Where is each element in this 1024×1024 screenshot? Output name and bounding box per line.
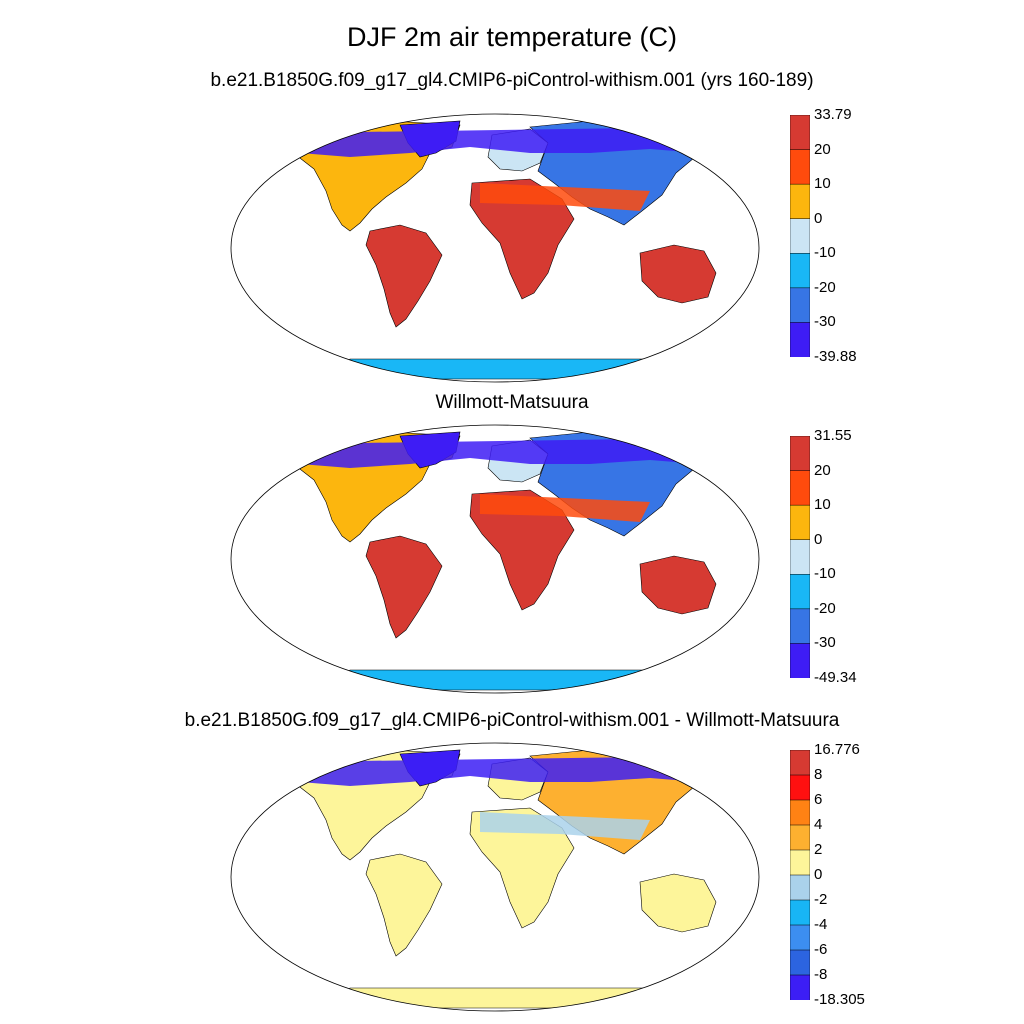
colorbar-segment xyxy=(790,799,810,826)
colorbar-diff xyxy=(790,750,810,1000)
colorbar-segment xyxy=(790,149,810,185)
colorbar-tick-label: 20 xyxy=(814,461,831,479)
colorbar-segment xyxy=(790,539,810,576)
colorbar-tick-label: -49.34 xyxy=(814,669,857,686)
colorbar-segment xyxy=(790,849,810,876)
map-frame xyxy=(230,113,760,383)
colorbar-tick-label: 16.776 xyxy=(814,741,860,758)
colorbar-tick-label: -10 xyxy=(814,244,836,262)
colorbar-tick-label: -4 xyxy=(814,916,828,933)
colorbar-segment xyxy=(790,949,810,976)
colorbar-tick-label: -30 xyxy=(814,313,836,331)
map-obs xyxy=(230,424,760,694)
colorbar-segment xyxy=(790,643,810,678)
panel-title-model: b.e21.B1850G.f09_g17_gl4.CMIP6-piControl… xyxy=(210,70,814,91)
colorbar-segment xyxy=(790,322,810,357)
map-model xyxy=(230,113,760,383)
colorbar-tick-label: 0 xyxy=(814,209,823,227)
colorbar-tick-label: 20 xyxy=(814,140,831,158)
landmass-south-america xyxy=(365,535,443,639)
colorbar-tick-label: -39.88 xyxy=(814,348,857,365)
colorbar-tick-label: 0 xyxy=(814,530,823,548)
subtropic-band xyxy=(480,494,650,522)
map-diff xyxy=(230,742,760,1012)
colorbar-segment xyxy=(790,253,810,289)
panel-title-obs: Willmott-Matsuura xyxy=(435,392,589,413)
colorbar-segment xyxy=(790,899,810,926)
colorbar-segment xyxy=(790,750,810,776)
colorbar-tick-label: -20 xyxy=(814,599,836,617)
colorbar-tick-label: -6 xyxy=(814,941,828,958)
map-frame xyxy=(230,424,760,694)
landmass-south-america xyxy=(365,853,443,957)
colorbar-segment xyxy=(790,824,810,851)
colorbar-tick-label: 8 xyxy=(814,766,823,783)
colorbar-segment xyxy=(790,504,810,541)
colorbar-tick-label: 0 xyxy=(814,866,823,883)
colorbar-segment xyxy=(790,974,810,1000)
colorbar-tick-label: -20 xyxy=(814,278,836,296)
colorbar-tick-label: -18.305 xyxy=(814,991,865,1008)
colorbar-tick-label: -8 xyxy=(814,966,828,983)
colorbar-segment xyxy=(790,574,810,610)
colorbar-tick-label: 6 xyxy=(814,791,823,808)
landmass-australia xyxy=(639,555,717,615)
colorbar-tick-label: 33.79 xyxy=(814,106,852,123)
subtropic-band xyxy=(480,183,650,211)
colorbar-segment xyxy=(790,774,810,801)
colorbar-segment xyxy=(790,874,810,901)
arctic-band xyxy=(290,756,710,786)
landmass-australia xyxy=(639,873,717,933)
colorbar-segment xyxy=(790,183,810,220)
colorbar-segment xyxy=(790,115,810,151)
colorbar-tick-label: 10 xyxy=(814,175,831,193)
colorbar-segment xyxy=(790,470,810,506)
panel-title-diff: b.e21.B1850G.f09_g17_gl4.CMIP6-piControl… xyxy=(184,710,840,731)
colorbar-tick-label: -10 xyxy=(814,565,836,583)
colorbar-tick-label: -2 xyxy=(814,891,828,908)
landmass-south-america xyxy=(365,224,443,328)
colorbar-segment xyxy=(790,218,810,255)
colorbar-tick-label: 31.55 xyxy=(814,427,852,444)
colorbar-tick-label: 2 xyxy=(814,841,823,858)
colorbar-segment xyxy=(790,924,810,951)
landmass-australia xyxy=(639,244,717,304)
arctic-band xyxy=(290,438,710,468)
colorbar-tick-label: -30 xyxy=(814,634,836,652)
colorbar-segment xyxy=(790,287,810,324)
map-frame xyxy=(230,742,760,1012)
arctic-band xyxy=(290,127,710,157)
subtropic-band xyxy=(480,812,650,840)
colorbar-segment xyxy=(790,436,810,472)
colorbar-segment xyxy=(790,608,810,645)
colorbar-model xyxy=(790,115,810,357)
colorbar-tick-label: 4 xyxy=(814,816,823,833)
colorbar-obs xyxy=(790,436,810,678)
figure-title: DJF 2m air temperature (C) xyxy=(346,22,678,52)
colorbar-tick-label: 10 xyxy=(814,496,831,514)
